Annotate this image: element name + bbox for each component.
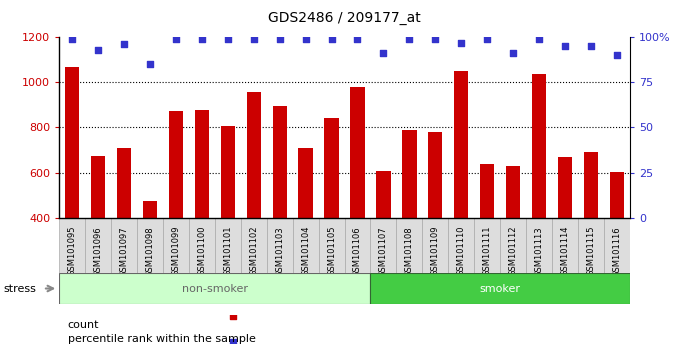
Text: GSM101103: GSM101103 — [275, 226, 284, 276]
Bar — [215, 218, 241, 273]
Bar — [299, 148, 313, 308]
Text: GSM101102: GSM101102 — [249, 226, 258, 276]
Text: GSM101099: GSM101099 — [171, 226, 180, 276]
Bar — [319, 218, 345, 273]
Point — [404, 36, 415, 42]
Bar — [558, 157, 572, 308]
Point — [352, 36, 363, 42]
Bar — [137, 218, 163, 273]
Bar — [422, 218, 448, 273]
Text: GSM101115: GSM101115 — [587, 226, 596, 276]
Bar — [246, 92, 261, 308]
Bar — [241, 218, 267, 273]
Bar — [526, 218, 552, 273]
Point — [611, 52, 622, 58]
Point — [222, 36, 233, 42]
Text: non-smoker: non-smoker — [182, 284, 248, 293]
Bar — [59, 273, 370, 304]
Bar — [370, 273, 630, 304]
Point — [482, 36, 493, 42]
Text: GSM101113: GSM101113 — [535, 226, 544, 276]
Bar — [65, 67, 79, 308]
Text: GSM101100: GSM101100 — [198, 226, 206, 276]
Point — [228, 314, 239, 319]
Point — [326, 36, 337, 42]
Bar — [428, 131, 443, 308]
Text: smoker: smoker — [480, 284, 521, 293]
Text: GSM101111: GSM101111 — [483, 226, 491, 276]
Point — [196, 36, 207, 42]
Text: GSM101097: GSM101097 — [120, 226, 129, 276]
Bar — [143, 201, 157, 308]
Bar — [111, 218, 137, 273]
Point — [534, 36, 545, 42]
Bar — [584, 152, 598, 308]
Bar — [85, 218, 111, 273]
Bar — [532, 74, 546, 308]
Bar — [454, 71, 468, 308]
Bar — [370, 218, 397, 273]
Bar — [168, 110, 183, 308]
Bar — [480, 164, 494, 308]
Text: GSM101101: GSM101101 — [223, 226, 232, 276]
Bar — [474, 218, 500, 273]
Point — [228, 339, 239, 345]
Bar — [610, 172, 624, 308]
Point — [300, 36, 311, 42]
Bar — [117, 148, 131, 308]
Bar — [402, 130, 416, 308]
Text: GSM101112: GSM101112 — [509, 226, 518, 276]
Text: GSM101114: GSM101114 — [560, 226, 569, 276]
Point — [507, 51, 519, 56]
Point — [144, 61, 155, 67]
Text: GSM101095: GSM101095 — [68, 226, 77, 276]
Text: count: count — [68, 320, 100, 330]
Text: GSM101109: GSM101109 — [431, 226, 440, 276]
Text: GSM101098: GSM101098 — [145, 226, 155, 276]
Bar — [377, 171, 390, 308]
Text: GSM101116: GSM101116 — [612, 226, 622, 276]
Point — [67, 36, 78, 42]
Bar — [506, 166, 521, 308]
Text: GSM101107: GSM101107 — [379, 226, 388, 276]
Text: GSM101108: GSM101108 — [405, 226, 414, 276]
Bar — [448, 218, 474, 273]
Bar — [59, 218, 85, 273]
Point — [456, 40, 467, 45]
Bar — [578, 218, 604, 273]
Point — [118, 41, 129, 47]
Text: GSM101096: GSM101096 — [93, 226, 102, 276]
Point — [171, 36, 182, 42]
Point — [274, 36, 285, 42]
Text: GSM101104: GSM101104 — [301, 226, 310, 276]
Point — [248, 36, 260, 42]
Bar — [195, 110, 209, 308]
Bar — [397, 218, 422, 273]
Point — [560, 44, 571, 49]
Bar — [604, 218, 630, 273]
Bar — [221, 126, 235, 308]
Point — [585, 44, 596, 49]
Point — [93, 47, 104, 53]
Text: GDS2486 / 209177_at: GDS2486 / 209177_at — [268, 11, 421, 25]
Bar — [273, 106, 287, 308]
Text: percentile rank within the sample: percentile rank within the sample — [68, 334, 255, 344]
Bar — [292, 218, 319, 273]
Bar — [552, 218, 578, 273]
Point — [429, 36, 441, 42]
Bar — [345, 218, 370, 273]
Text: GSM101110: GSM101110 — [457, 226, 466, 276]
Bar — [189, 218, 215, 273]
Bar — [91, 156, 105, 308]
Bar — [350, 87, 365, 308]
Bar — [163, 218, 189, 273]
Bar — [324, 118, 339, 308]
Point — [378, 51, 389, 56]
Bar — [267, 218, 292, 273]
Text: stress: stress — [3, 284, 36, 293]
Bar — [500, 218, 526, 273]
Text: GSM101105: GSM101105 — [327, 226, 336, 276]
Text: GSM101106: GSM101106 — [353, 226, 362, 276]
